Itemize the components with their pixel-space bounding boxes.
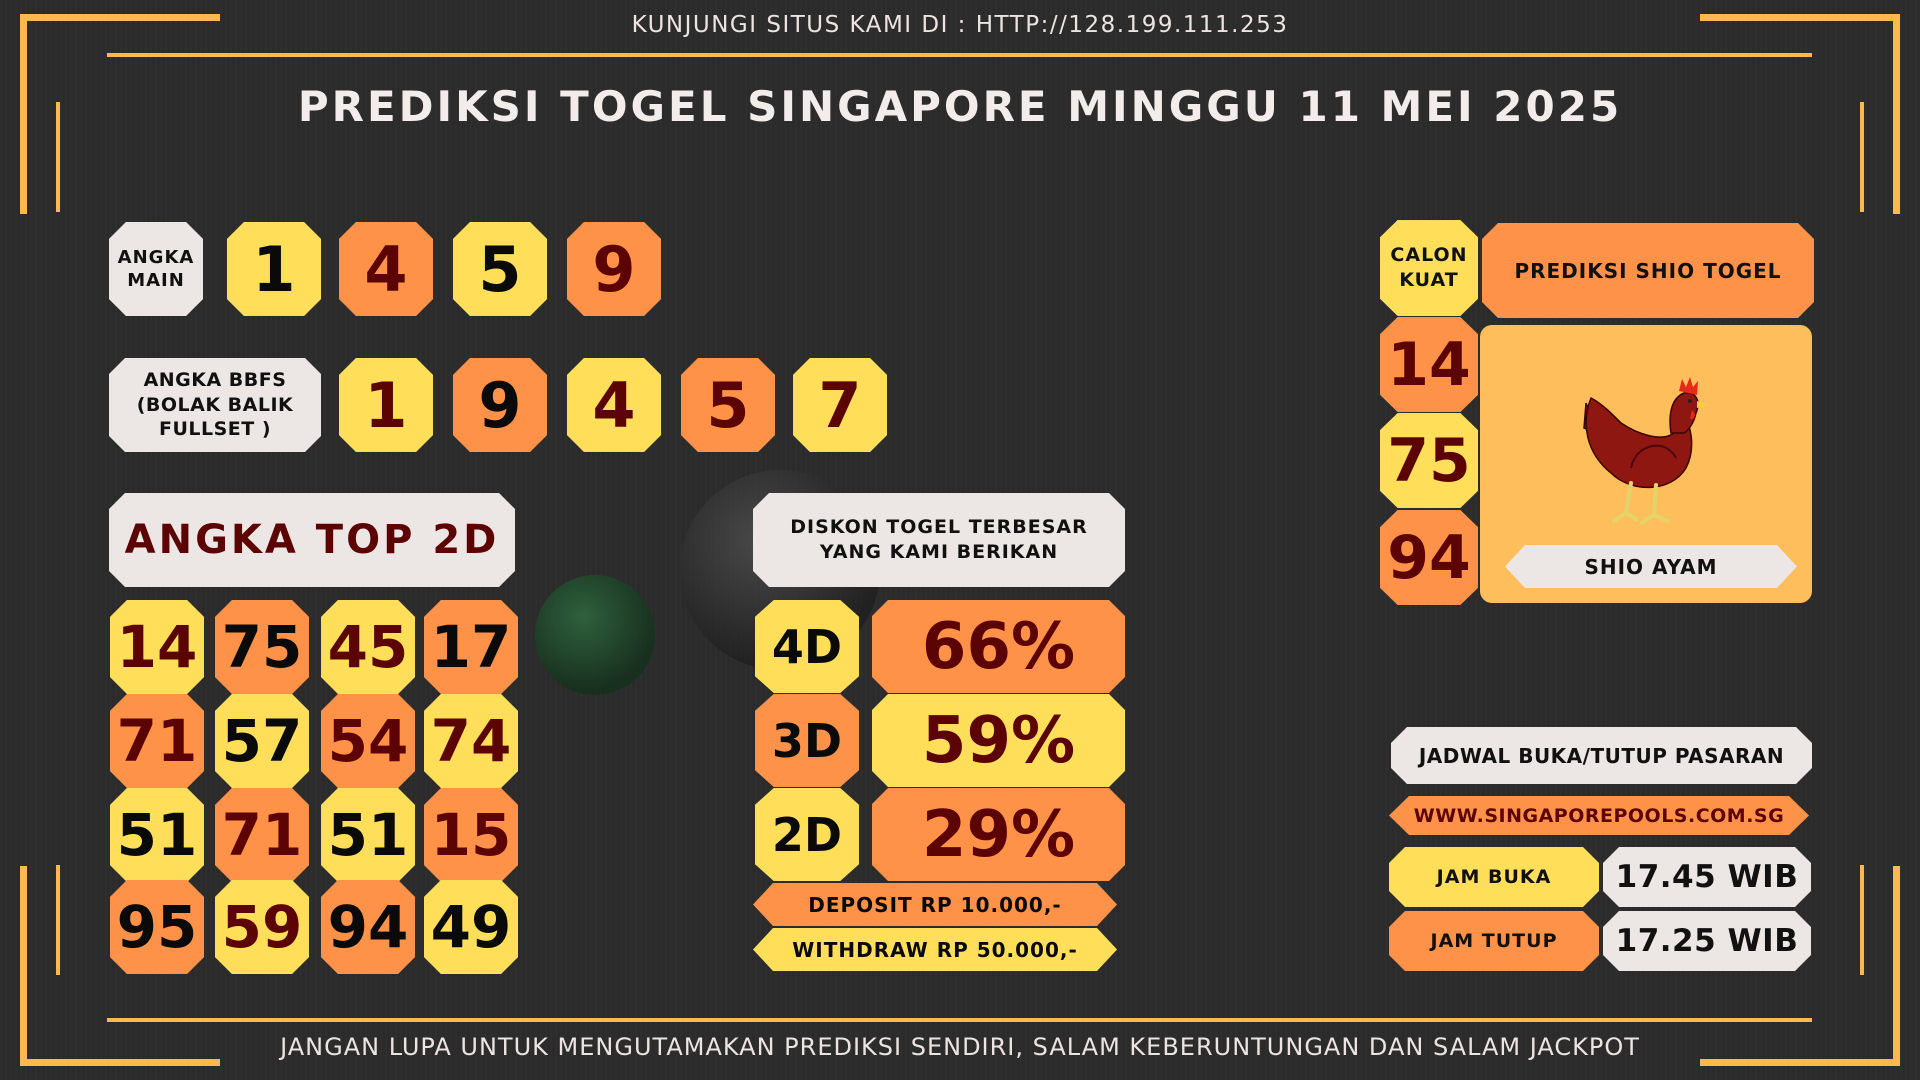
jam-buka-label: JAM BUKA — [1389, 847, 1599, 907]
diskon-title-line1: DISKON TOGEL TERBESAR — [790, 516, 1088, 539]
diskon-title: DISKON TOGEL TERBESAR YANG KAMI BERIKAN — [753, 493, 1125, 587]
top-2d-number: 14 — [110, 600, 204, 694]
top-2d-number: 49 — [424, 880, 518, 974]
top-2d-number: 51 — [321, 788, 415, 882]
top-2d-number: 74 — [424, 694, 518, 788]
rooster-icon — [1583, 377, 1708, 525]
diskon-game-label: 3D — [755, 694, 859, 787]
angka-main-digit: 9 — [567, 222, 661, 316]
top-2d-number: 71 — [110, 694, 204, 788]
jam-buka-value: 17.45 WIB — [1603, 847, 1811, 907]
top-2d-number: 95 — [110, 880, 204, 974]
frame-line — [1700, 14, 1900, 21]
diskon-percentage: 29% — [872, 788, 1125, 881]
calon-kuat-line1: CALON — [1390, 244, 1468, 267]
angka-main-digit: 4 — [339, 222, 433, 316]
calon-kuat-line2: KUAT — [1399, 269, 1459, 291]
top-2d-label: ANGKA TOP 2D — [109, 493, 515, 587]
top-divider — [107, 53, 1812, 57]
diskon-game-label: 4D — [755, 600, 859, 693]
website-link[interactable]: WWW.SINGAPOREPOOLS.COM.SG — [1389, 796, 1809, 835]
angka-main-label: ANGKA MAIN — [109, 222, 203, 316]
frame-line — [20, 14, 27, 214]
bottom-divider — [107, 1018, 1812, 1022]
diskon-game-label: 2D — [755, 788, 859, 881]
angka-main-digit: 1 — [227, 222, 321, 316]
frame-line — [56, 102, 60, 212]
top-2d-number: 57 — [215, 694, 309, 788]
top-2d-number: 45 — [321, 600, 415, 694]
frame-line — [1700, 1059, 1900, 1066]
pool-ball-6 — [535, 575, 655, 695]
deposit-badge: DEPOSIT RP 10.000,- — [753, 883, 1117, 926]
top-2d-number: 54 — [321, 694, 415, 788]
angka-bbfs-digit: 7 — [793, 358, 887, 452]
calon-kuat-number: 75 — [1380, 413, 1478, 508]
frame-line — [1893, 866, 1900, 1066]
angka-main-digit: 5 — [453, 222, 547, 316]
frame-line — [20, 866, 27, 1066]
withdraw-badge: WITHDRAW RP 50.000,- — [753, 928, 1117, 971]
top-2d-number: 17 — [424, 600, 518, 694]
diskon-title-line2: YANG KAMI BERIKAN — [819, 541, 1059, 563]
frame-line — [20, 1059, 220, 1066]
frame-line — [56, 865, 60, 975]
frame-line — [1860, 865, 1864, 975]
top-2d-number: 71 — [215, 788, 309, 882]
calon-kuat-label: CALON KUAT — [1380, 220, 1478, 316]
angka-bbfs-label: ANGKA BBFS (BOLAK BALIK FULLSET ) — [109, 358, 321, 452]
shio-card: SHIO AYAM — [1480, 325, 1812, 603]
calon-kuat-number: 14 — [1380, 317, 1478, 412]
angka-bbfs-digit: 4 — [567, 358, 661, 452]
angka-bbfs-digit: 5 — [681, 358, 775, 452]
calon-kuat-number: 94 — [1380, 510, 1478, 605]
top-2d-number: 51 — [110, 788, 204, 882]
diskon-percentage: 66% — [872, 600, 1125, 693]
site-notice: KUNJUNGI SITUS KAMI DI : HTTP://128.199.… — [631, 12, 1289, 38]
frame-line — [1860, 102, 1864, 212]
top-2d-number: 94 — [321, 880, 415, 974]
angka-bbfs-digit: 1 — [339, 358, 433, 452]
page-title: PREDIKSI TOGEL SINGAPORE MINGGU 11 MEI 2… — [297, 82, 1623, 131]
shio-header: PREDIKSI SHIO TOGEL — [1482, 223, 1814, 318]
jam-tutup-label: JAM TUTUP — [1389, 911, 1599, 971]
footer-text: JANGAN LUPA UNTUK MENGUTAMAKAN PREDIKSI … — [280, 1033, 1640, 1061]
frame-line — [1893, 14, 1900, 214]
angka-bbfs-digit: 9 — [453, 358, 547, 452]
shio-name: SHIO AYAM — [1505, 545, 1797, 588]
frame-line — [20, 14, 220, 21]
jadwal-title: JADWAL BUKA/TUTUP PASARAN — [1391, 727, 1812, 784]
jam-tutup-value: 17.25 WIB — [1603, 911, 1811, 971]
top-2d-number: 75 — [215, 600, 309, 694]
diskon-percentage: 59% — [872, 694, 1125, 787]
top-2d-number: 59 — [215, 880, 309, 974]
top-2d-number: 15 — [424, 788, 518, 882]
